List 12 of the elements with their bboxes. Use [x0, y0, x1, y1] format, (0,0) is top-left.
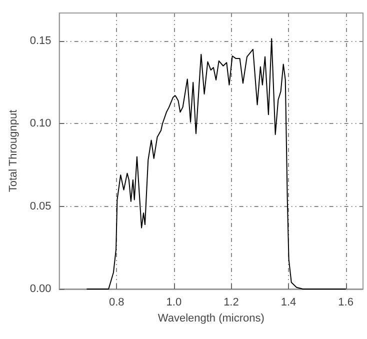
y-tick-label: 0.15 — [30, 35, 52, 48]
x-tick-label: 1.6 — [338, 296, 354, 308]
x-tick-label: 1.2 — [224, 296, 239, 308]
y-axis-title: Total Througnput — [8, 110, 20, 192]
x-tick-label: 0.8 — [108, 296, 124, 308]
y-tick-label: 0.10 — [30, 118, 52, 130]
x-tick-label: 1.4 — [280, 296, 296, 308]
y-tick-label: 0.00 — [30, 283, 52, 295]
line-series — [86, 38, 346, 290]
x-axis-title: Wavelength (microns) — [158, 312, 264, 324]
x-tick-label: 1.0 — [166, 296, 182, 308]
y-tick-label: 0.05 — [30, 200, 52, 212]
